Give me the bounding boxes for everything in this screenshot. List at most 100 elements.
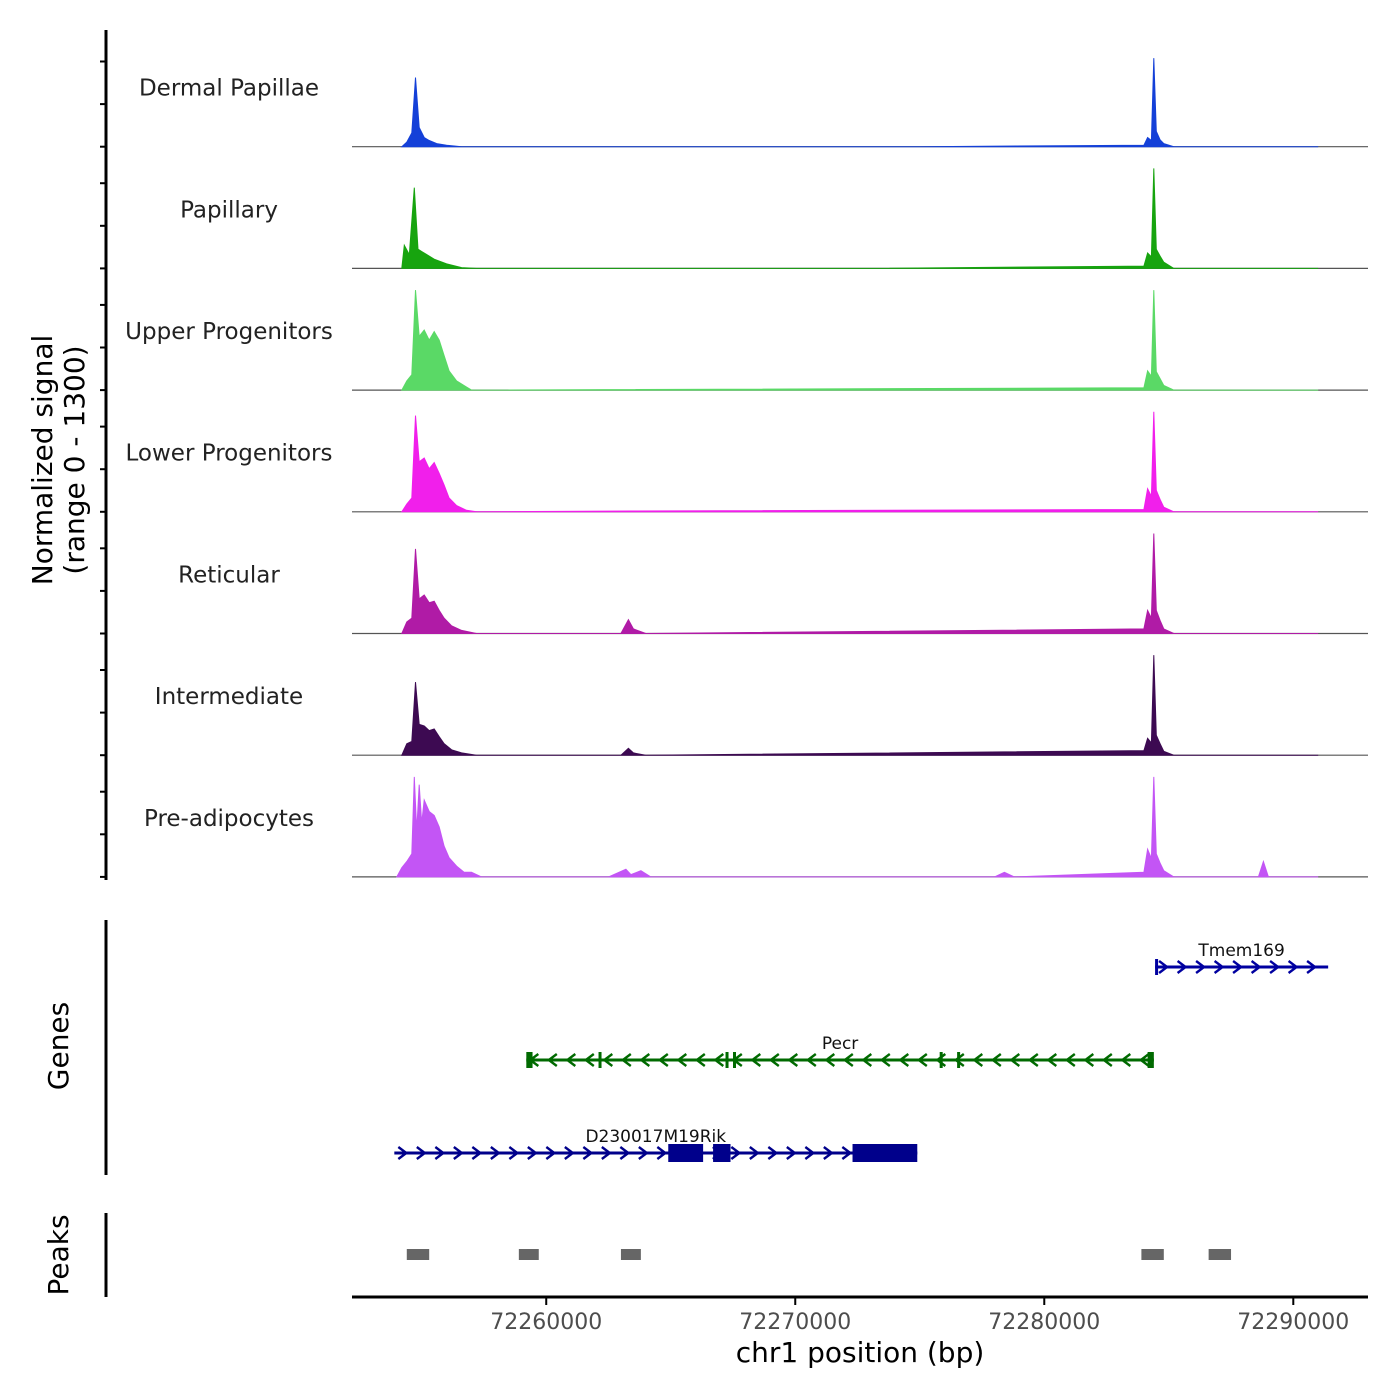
strand-arrow	[1046, 1053, 1058, 1067]
strand-arrow	[1120, 1053, 1132, 1067]
strand-arrow	[490, 1146, 501, 1160]
x-axis-label: chr1 position (bp)	[736, 1336, 985, 1369]
strand-arrow	[749, 1146, 760, 1160]
signal-area	[400, 411, 1319, 513]
signal-axis-label: Normalized signal	[26, 335, 59, 586]
gene-label: Pecr	[822, 1034, 858, 1054]
track-label: Papillary	[180, 197, 278, 223]
strand-arrow	[1138, 1053, 1150, 1067]
strand-arrow	[434, 1146, 446, 1160]
strand-arrow	[546, 1053, 558, 1067]
strand-arrow	[750, 1053, 762, 1067]
peak-region	[518, 1249, 539, 1260]
strand-arrow	[1232, 960, 1244, 974]
signal-area	[401, 533, 1319, 635]
gene-d230017m19rik: D230017M19Rik	[394, 1127, 918, 1162]
strand-arrow	[1083, 1053, 1095, 1067]
gene-label: D230017M19Rik	[585, 1127, 726, 1147]
strand-arrow	[545, 1146, 557, 1160]
strand-arrow	[824, 1053, 836, 1067]
track-label: Intermediate	[155, 684, 303, 710]
signal-area	[395, 776, 1319, 878]
exon	[957, 1052, 961, 1068]
strand-arrow	[453, 1146, 464, 1160]
track-reticular: Reticular	[100, 533, 1368, 635]
x-tick-label: 72260000	[490, 1310, 602, 1335]
peak-region	[1208, 1249, 1232, 1260]
strand-arrow	[972, 1053, 984, 1067]
strand-arrow	[582, 1146, 594, 1160]
strand-arrow	[602, 1053, 614, 1067]
track-label: Pre-adipocytes	[144, 806, 314, 832]
strand-arrow	[657, 1053, 669, 1067]
strand-arrow	[694, 1053, 706, 1067]
strand-arrow	[842, 1053, 854, 1067]
strand-arrow	[1158, 960, 1170, 974]
x-tick-label: 72280000	[988, 1310, 1100, 1335]
strand-arrow	[527, 1146, 538, 1160]
strand-arrow	[1064, 1053, 1076, 1067]
exon	[733, 1052, 736, 1068]
peak-track	[104, 1213, 1232, 1297]
strand-arrow	[1269, 960, 1281, 974]
signal-area	[401, 655, 1319, 756]
strand-arrow	[805, 1053, 817, 1067]
track-label: Dermal Papillae	[139, 76, 319, 102]
strand-arrow	[656, 1146, 668, 1160]
exon	[1155, 959, 1159, 975]
track-label: Lower Progenitors	[126, 441, 333, 467]
peaks-axis-label: Peaks	[42, 1214, 75, 1295]
track-papillary: Papillary	[100, 168, 1368, 270]
x-axis: 72260000 72270000 72280000 72290000	[352, 1295, 1368, 1335]
peak-region	[620, 1249, 641, 1260]
strand-arrow	[1009, 1053, 1021, 1067]
strand-arrow	[861, 1053, 873, 1067]
strand-arrow	[767, 1146, 779, 1160]
strand-arrow	[990, 1053, 1002, 1067]
signal-tracks: Dermal Papillae Papillary Upper Progenitor…	[100, 30, 1368, 880]
exon	[526, 1052, 533, 1068]
strand-arrow	[416, 1146, 427, 1160]
strand-arrow	[787, 1053, 799, 1067]
strand-arrow	[804, 1146, 816, 1160]
strand-arrow	[471, 1146, 483, 1160]
strand-arrow	[676, 1053, 688, 1067]
strand-arrow	[768, 1053, 780, 1067]
strand-arrow	[583, 1053, 595, 1067]
strand-arrow	[639, 1053, 651, 1067]
track-lower-progenitors: Lower Progenitors	[100, 411, 1368, 513]
exon	[598, 1052, 602, 1068]
x-tick-label: 72270000	[739, 1310, 851, 1335]
strand-arrow	[1101, 1053, 1113, 1067]
strand-arrow	[1306, 960, 1318, 974]
gene-label: Tmem169	[1197, 941, 1284, 961]
strand-arrow	[397, 1146, 409, 1160]
strand-arrow	[916, 1053, 928, 1067]
strand-arrow	[898, 1053, 910, 1067]
strand-arrow	[620, 1053, 632, 1067]
exon	[1147, 1052, 1154, 1068]
track-intermediate: Intermediate	[100, 655, 1368, 757]
strand-arrow	[638, 1146, 649, 1160]
strand-arrow	[601, 1146, 612, 1160]
gene-pecr: Pecr	[526, 1034, 1154, 1068]
strand-arrow	[713, 1053, 725, 1067]
strand-arrow	[1176, 960, 1188, 974]
peak-region	[1141, 1249, 1164, 1260]
signal-area	[400, 290, 1319, 391]
strand-arrow	[1250, 960, 1262, 974]
gene-tmem169: Tmem169	[1155, 941, 1329, 975]
genes-axis-label: Genes	[42, 1002, 75, 1090]
strand-arrow	[565, 1053, 577, 1067]
strand-arrow	[508, 1146, 520, 1160]
strand-arrow	[619, 1146, 631, 1160]
exon	[939, 1052, 943, 1068]
strand-arrow	[953, 1053, 965, 1067]
signal-area	[400, 58, 1319, 148]
track-label: Upper Progenitors	[125, 319, 333, 345]
exon	[713, 1144, 731, 1162]
signal-axis-range-label: (range 0 - 1300)	[58, 345, 91, 574]
strand-arrow	[730, 1146, 742, 1160]
strand-arrow	[1027, 1053, 1039, 1067]
